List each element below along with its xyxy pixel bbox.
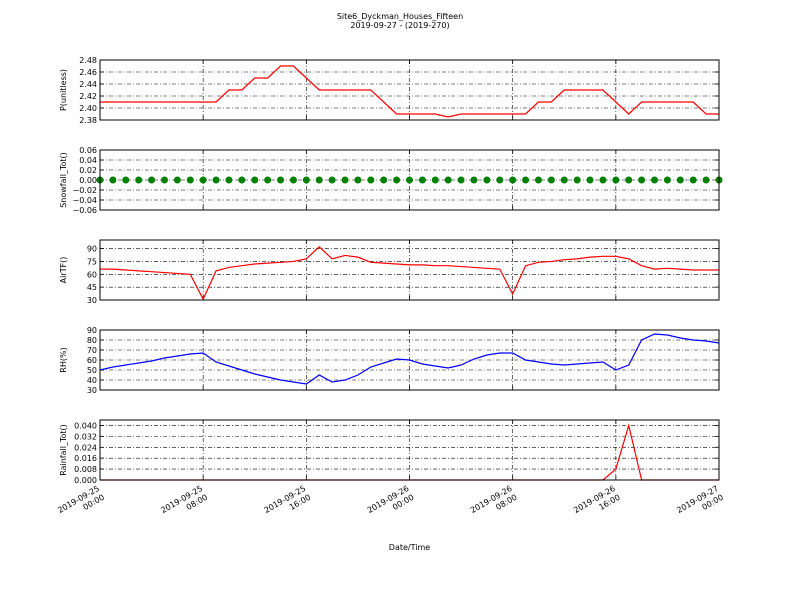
plot-frame bbox=[99, 329, 720, 391]
data-line bbox=[100, 65, 719, 118]
data-point bbox=[393, 176, 401, 184]
y-tick-label: 2.46 bbox=[79, 68, 97, 77]
y-axis-label: Snowfall_Tot() bbox=[59, 152, 68, 208]
y-axis-label: RH(%) bbox=[59, 347, 68, 372]
data-point bbox=[354, 176, 362, 184]
data-point bbox=[702, 176, 710, 184]
chart-title: Site6_Dyckman_Houses_Fifteen bbox=[337, 12, 463, 21]
y-tick-label: 0.00 bbox=[79, 176, 97, 185]
data-point bbox=[470, 176, 478, 184]
y-tick-label: 2.40 bbox=[79, 104, 97, 113]
plot-frame bbox=[99, 149, 720, 211]
data-line bbox=[99, 333, 720, 385]
data-point bbox=[122, 176, 130, 184]
y-tick-label: 0.04 bbox=[79, 156, 97, 165]
data-point bbox=[586, 176, 594, 184]
data-point bbox=[186, 176, 194, 184]
data-point bbox=[431, 176, 439, 184]
data-point bbox=[148, 176, 156, 184]
data-point bbox=[676, 176, 684, 184]
data-point bbox=[457, 176, 465, 184]
data-point bbox=[238, 176, 246, 184]
y-tick-label: 90 bbox=[87, 326, 97, 335]
data-point bbox=[444, 176, 452, 184]
y-tick-label: 2.44 bbox=[79, 80, 97, 89]
data-point bbox=[638, 176, 646, 184]
y-tick-label: 90 bbox=[87, 245, 97, 254]
y-tick-label: 30 bbox=[87, 296, 97, 305]
data-point bbox=[135, 176, 143, 184]
y-tick-label: 70 bbox=[87, 346, 97, 355]
data-point bbox=[251, 176, 259, 184]
data-point bbox=[496, 176, 504, 184]
data-point bbox=[302, 176, 310, 184]
data-point bbox=[522, 176, 530, 184]
data-point bbox=[612, 176, 620, 184]
y-axis-label: P(unitless) bbox=[59, 69, 68, 111]
data-point bbox=[599, 176, 607, 184]
data-point bbox=[573, 176, 581, 184]
y-tick-label: 0.000 bbox=[74, 476, 97, 485]
y-tick-label: 0.032 bbox=[74, 432, 97, 441]
y-tick-label: 0.016 bbox=[74, 454, 97, 463]
data-point bbox=[341, 176, 349, 184]
y-tick-label: −0.06 bbox=[72, 206, 97, 215]
y-tick-label: 60 bbox=[87, 356, 97, 365]
data-point bbox=[199, 176, 207, 184]
y-tick-label: 0.040 bbox=[74, 421, 97, 430]
y-tick-label: 2.48 bbox=[79, 56, 97, 65]
plot-frame bbox=[99, 59, 720, 121]
y-tick-label: 0.024 bbox=[74, 443, 97, 452]
data-point bbox=[289, 176, 297, 184]
data-point bbox=[663, 176, 671, 184]
y-axis-label: Rainfall_Tot() bbox=[59, 424, 68, 476]
data-point bbox=[534, 176, 542, 184]
y-tick-label: 45 bbox=[87, 283, 97, 292]
y-tick-label: 50 bbox=[87, 366, 97, 375]
y-tick-label: 2.42 bbox=[79, 92, 97, 101]
y-tick-label: 0.06 bbox=[79, 146, 97, 155]
data-point bbox=[173, 176, 181, 184]
data-point bbox=[264, 176, 272, 184]
data-point bbox=[380, 176, 388, 184]
data-point bbox=[483, 176, 491, 184]
y-axis-label: AirTF() bbox=[59, 257, 68, 284]
y-tick-label: 80 bbox=[87, 336, 97, 345]
y-tick-label: 40 bbox=[87, 376, 97, 385]
data-point bbox=[328, 176, 336, 184]
data-point bbox=[225, 176, 233, 184]
y-tick-label: −0.04 bbox=[72, 196, 97, 205]
plot-frame bbox=[99, 239, 720, 301]
data-line bbox=[100, 246, 719, 301]
data-point bbox=[315, 176, 323, 184]
data-point bbox=[212, 176, 220, 184]
x-axis-label: Date/Time bbox=[389, 543, 430, 552]
data-point bbox=[367, 176, 375, 184]
y-tick-label: 2.38 bbox=[79, 116, 97, 125]
y-tick-label: 0.02 bbox=[79, 166, 97, 175]
data-point bbox=[418, 176, 426, 184]
data-point bbox=[651, 176, 659, 184]
data-point bbox=[560, 176, 568, 184]
y-tick-label: 0.008 bbox=[74, 465, 97, 474]
data-point bbox=[160, 176, 168, 184]
data-point bbox=[109, 176, 117, 184]
data-point bbox=[547, 176, 555, 184]
y-tick-label: 75 bbox=[87, 257, 97, 266]
data-point bbox=[509, 176, 517, 184]
y-tick-label: −0.02 bbox=[72, 186, 97, 195]
data-point bbox=[625, 176, 633, 184]
y-tick-label: 60 bbox=[87, 270, 97, 279]
data-point bbox=[277, 176, 285, 184]
chart-subtitle: 2019-09-27 - (2019-270) bbox=[350, 21, 449, 30]
plot-frame bbox=[99, 419, 720, 481]
data-point bbox=[406, 176, 413, 184]
y-tick-label: 30 bbox=[87, 386, 97, 395]
data-point bbox=[689, 176, 697, 184]
